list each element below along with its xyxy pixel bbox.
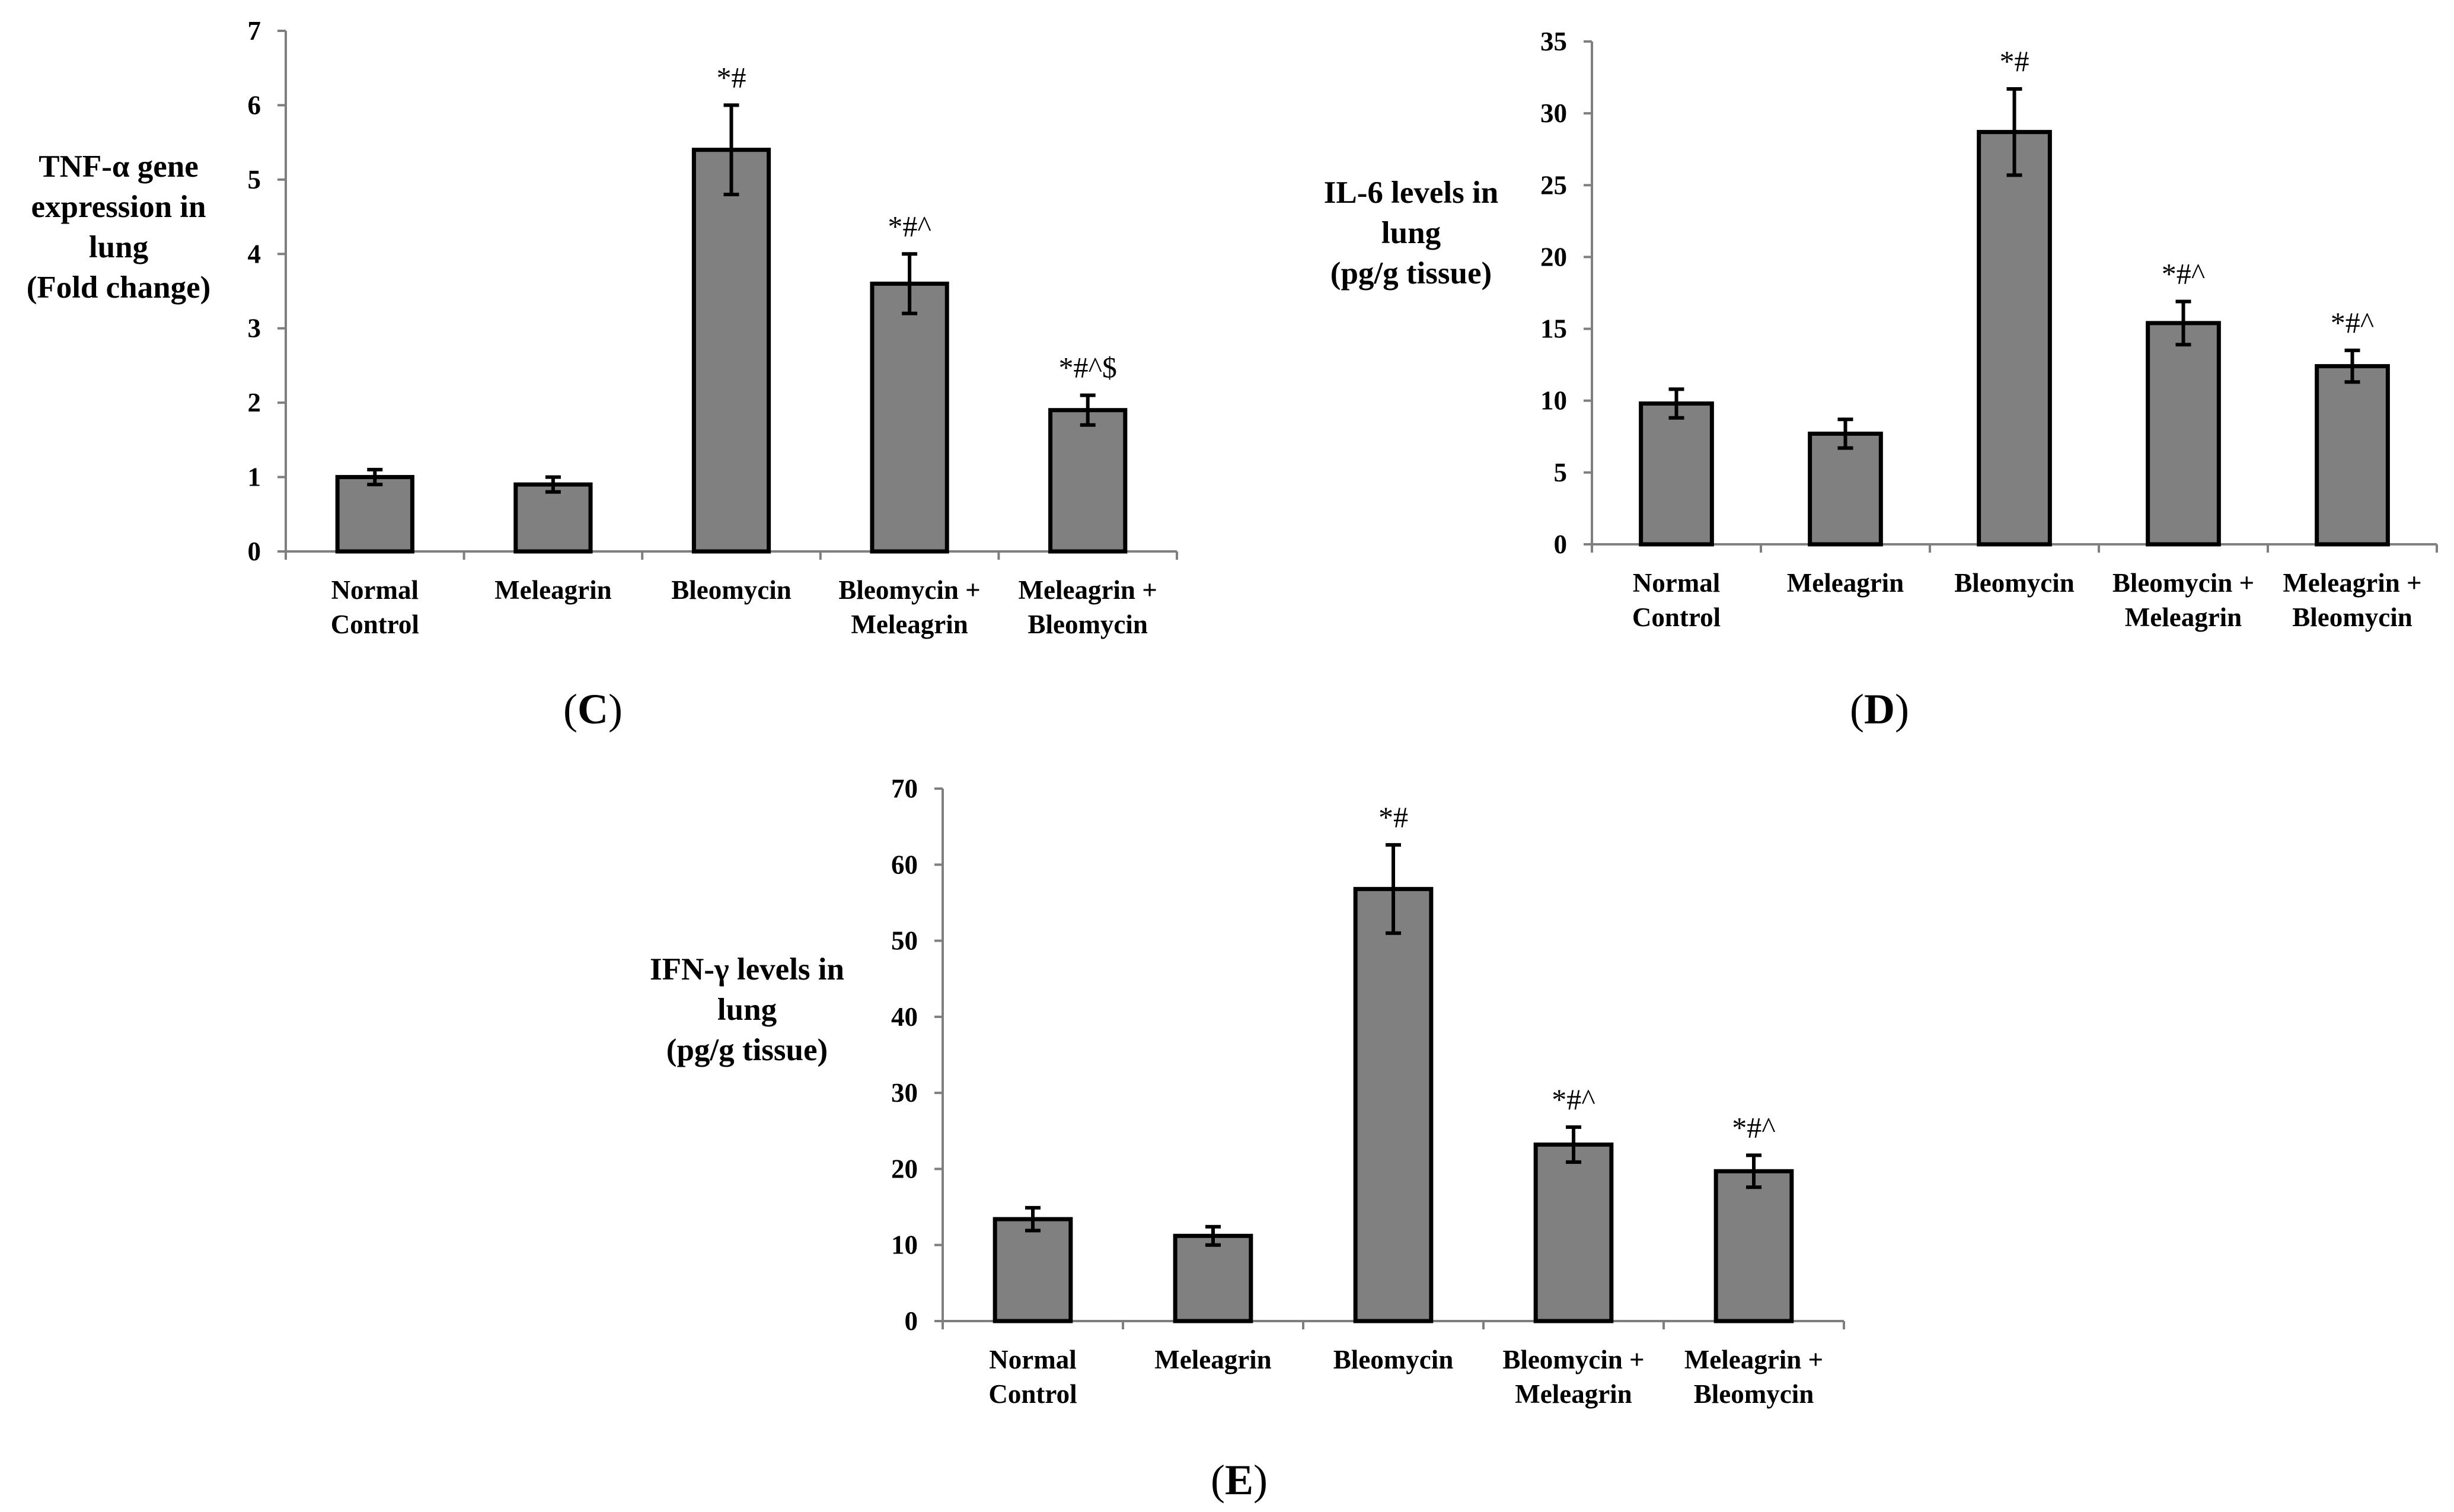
chart0-y-tick-label: 4 xyxy=(248,239,261,269)
chart2-error-bar xyxy=(1025,1205,1041,1233)
chart2-panel-label: (E) xyxy=(1211,1456,1268,1504)
chart2-error-bar xyxy=(1566,1125,1581,1164)
chart0-x-tick-label: Bleomycin + Meleagrin xyxy=(838,575,980,639)
chart-tnf-alpha: 0 1 2 3 4 5 6 7 Normal Control Meleagrin *# Bleomyci… xyxy=(27,16,1178,733)
chart-il-6: 0 5 10 15 20 25 30 35 Normal Control Meleagrin *# Bl… xyxy=(1324,27,2438,733)
chart2-x-tick-label: Bleomycin + Meleagrin xyxy=(1502,1345,1644,1409)
chart2-x-tick-label: Meleagrin xyxy=(1154,1345,1271,1374)
chart1-x-tick-label: Meleagrin xyxy=(1787,568,1904,598)
chart0-x-tick-label: Normal Control xyxy=(331,575,419,639)
chart2-bar xyxy=(1353,886,1434,1323)
chart2-error-bar xyxy=(1386,843,1401,935)
chart1-y-tick-label: 20 xyxy=(1540,242,1567,272)
chart0-y-axis-label: TNF-α gene expression in lung (Fold change) xyxy=(27,149,211,305)
chart1-y-axis-label: IL-6 levels in lung (pg/g tissue) xyxy=(1324,176,1498,291)
chart0-y-tick-label: 1 xyxy=(248,462,261,492)
chart2-error-bar xyxy=(1205,1224,1221,1247)
chart1-y-tick-label: 35 xyxy=(1540,27,1567,56)
chart2-y-tick-label: 10 xyxy=(891,1230,918,1260)
chart1-significance-label: *# xyxy=(2000,44,2029,78)
chart1-bar xyxy=(2315,364,2390,547)
chart2-significance-label: *# xyxy=(1378,800,1408,834)
chart0-y-tick-label: 7 xyxy=(248,16,261,46)
chart2-y-axis-label: IFN-γ levels in lung (pg/g tissue) xyxy=(650,952,844,1067)
chart1-y-tick-label: 30 xyxy=(1540,98,1567,128)
chart0-error-bar xyxy=(723,103,739,196)
chart2-x-tick-label: Meleagrin + Bleomycin xyxy=(1684,1345,1823,1409)
chart1-panel-label: (D) xyxy=(1850,685,1909,733)
chart2-bar xyxy=(1533,1142,1614,1323)
chart1-x-tick-label: Bleomycin + Meleagrin xyxy=(2112,568,2254,632)
chart1-x-tick-label: Meleagrin + Bleomycin xyxy=(2283,568,2421,632)
chart0-significance-label: *#^$ xyxy=(1058,351,1116,384)
chart1-y-tick-label: 25 xyxy=(1540,170,1567,200)
chart1-bar xyxy=(1977,130,2052,547)
chart1-y-tick-label: 15 xyxy=(1540,314,1567,344)
chart1-x-tick-label: Normal Control xyxy=(1632,568,1721,632)
chart0-x-tick-label: Bleomycin xyxy=(671,575,791,605)
chart1-error-bar xyxy=(2344,348,2360,384)
chart0-significance-label: *#^ xyxy=(888,209,931,243)
chart1-y-tick-label: 5 xyxy=(1554,458,1568,487)
chart0-x-tick-label: Meleagrin xyxy=(494,575,611,605)
chart0-bar xyxy=(335,475,414,554)
chart1-bar xyxy=(1639,401,1714,547)
chart1-bar xyxy=(1808,431,1883,547)
chart2-y-tick-label: 20 xyxy=(891,1154,918,1184)
chart2-y-tick-label: 40 xyxy=(891,1002,918,1032)
chart0-y-tick-label: 5 xyxy=(248,165,261,194)
chart0-y-tick-label: 2 xyxy=(248,388,261,417)
chart2-error-bar xyxy=(1746,1153,1761,1189)
chart0-y-tick-label: 0 xyxy=(248,537,261,566)
chart2-bar xyxy=(1713,1169,1794,1323)
chart0-error-bar xyxy=(1080,393,1096,427)
chart1-x-tick-label: Bleomycin xyxy=(1954,568,2074,598)
chart1-bar xyxy=(2146,321,2221,547)
chart2-y-tick-label: 60 xyxy=(891,850,918,879)
chart0-y-tick-label: 6 xyxy=(248,90,261,120)
chart0-bar xyxy=(1048,408,1128,554)
chart2-y-tick-label: 30 xyxy=(891,1078,918,1108)
chart2-bar xyxy=(1173,1233,1253,1323)
chart1-y-tick-label: 0 xyxy=(1554,529,1568,559)
chart1-error-bar xyxy=(2006,87,2022,177)
chart2-x-tick-label: Bleomycin xyxy=(1333,1345,1453,1374)
chart0-panel-label: (C) xyxy=(563,685,623,733)
chart0-error-bar xyxy=(545,475,561,494)
chart1-y-tick-label: 10 xyxy=(1540,386,1567,416)
chart2-bar xyxy=(993,1217,1073,1323)
chart0-y-tick-label: 3 xyxy=(248,314,261,343)
chart2-significance-label: *#^ xyxy=(1552,1083,1595,1116)
chart1-error-bar xyxy=(2175,299,2191,347)
chart0-significance-label: *# xyxy=(717,60,746,94)
chart1-significance-label: *#^ xyxy=(2331,306,2374,339)
chart0-error-bar xyxy=(367,468,383,487)
chart0-bar xyxy=(513,482,593,554)
chart0-bar xyxy=(691,148,771,554)
chart0-x-tick-label: Meleagrin + Bleomycin xyxy=(1019,575,1157,639)
chart2-significance-label: *#^ xyxy=(1732,1111,1775,1144)
chart2-y-tick-label: 70 xyxy=(891,774,918,803)
chart1-error-bar xyxy=(1668,387,1684,420)
chart-ifn-gamma: 0 10 20 30 40 50 60 70 Normal Control Meleagrin *# B… xyxy=(650,774,1845,1504)
chart1-error-bar xyxy=(1837,417,1853,450)
chart0-bar xyxy=(870,281,949,554)
chart1-significance-label: *#^ xyxy=(2162,257,2205,291)
chart2-x-tick-label: Normal Control xyxy=(988,1345,1077,1409)
chart2-y-tick-label: 50 xyxy=(891,926,918,956)
chart0-error-bar xyxy=(902,252,918,315)
chart2-y-tick-label: 0 xyxy=(905,1306,918,1336)
